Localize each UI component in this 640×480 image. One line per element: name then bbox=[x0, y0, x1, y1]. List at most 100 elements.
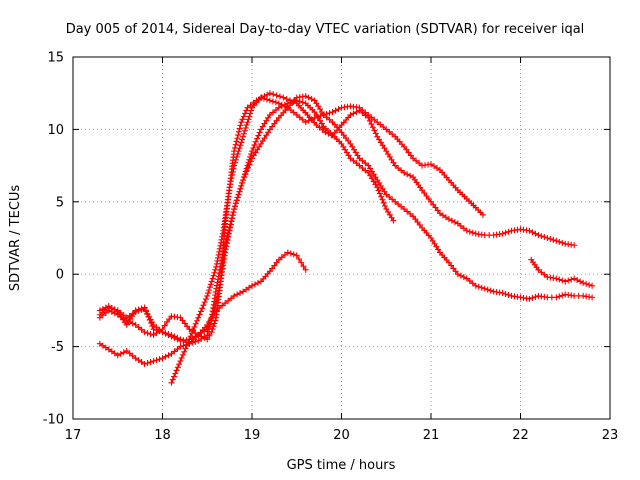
data-point bbox=[260, 95, 267, 102]
data-point bbox=[174, 364, 181, 371]
data-point bbox=[302, 93, 309, 100]
data-point bbox=[380, 199, 387, 206]
data-point bbox=[378, 193, 385, 200]
data-point bbox=[205, 328, 212, 335]
y-tick-label: -10 bbox=[43, 413, 64, 428]
ticks bbox=[72, 56, 611, 420]
data-point bbox=[217, 267, 224, 274]
data-point bbox=[234, 151, 241, 158]
x-tick-label: 23 bbox=[602, 428, 619, 443]
data-point bbox=[206, 284, 213, 291]
data-point bbox=[245, 116, 252, 123]
data-point bbox=[502, 229, 509, 236]
data-point bbox=[305, 94, 312, 101]
data-point bbox=[230, 165, 237, 172]
data-point bbox=[238, 182, 245, 189]
data-point bbox=[205, 290, 212, 297]
data-point bbox=[232, 156, 239, 163]
data-point bbox=[239, 116, 246, 123]
data-point bbox=[177, 358, 184, 365]
data-point bbox=[234, 194, 241, 201]
data-point bbox=[213, 282, 220, 289]
data-point bbox=[559, 292, 566, 299]
data-point bbox=[580, 279, 587, 286]
x-tick-label: 22 bbox=[512, 428, 529, 443]
data-point bbox=[102, 304, 109, 311]
series-line bbox=[99, 97, 484, 340]
data-point bbox=[114, 352, 121, 359]
data-point bbox=[230, 209, 237, 216]
data-point bbox=[553, 237, 560, 244]
data-point bbox=[381, 202, 388, 209]
data-point bbox=[232, 200, 239, 207]
x-tick-label: 17 bbox=[65, 428, 82, 443]
data-point bbox=[222, 239, 229, 246]
data-point bbox=[216, 270, 223, 277]
data-point bbox=[197, 308, 204, 315]
data-point bbox=[589, 282, 596, 289]
data-point bbox=[280, 94, 287, 101]
data-point bbox=[165, 331, 172, 338]
data-point bbox=[156, 328, 163, 335]
data-series bbox=[96, 90, 596, 386]
data-point bbox=[165, 352, 172, 359]
data-point bbox=[141, 360, 148, 367]
data-point bbox=[210, 272, 217, 279]
data-point bbox=[156, 356, 163, 363]
data-point bbox=[475, 283, 482, 290]
data-point bbox=[231, 206, 238, 213]
data-point bbox=[161, 322, 168, 329]
data-point bbox=[153, 327, 160, 334]
data-point bbox=[229, 171, 236, 178]
data-point bbox=[255, 132, 262, 139]
data-point bbox=[204, 292, 211, 299]
data-point bbox=[369, 124, 376, 131]
data-point bbox=[553, 294, 560, 301]
data-point bbox=[574, 276, 581, 283]
data-point bbox=[237, 290, 244, 297]
data-point bbox=[248, 151, 255, 158]
data-point bbox=[183, 339, 190, 346]
data-point bbox=[147, 320, 154, 327]
data-point bbox=[300, 263, 307, 270]
data-point bbox=[142, 307, 149, 314]
data-point bbox=[308, 95, 315, 102]
data-point bbox=[390, 217, 397, 224]
data-point bbox=[244, 119, 251, 126]
data-point bbox=[256, 129, 263, 136]
data-point bbox=[368, 121, 375, 128]
data-point bbox=[526, 295, 533, 302]
data-point bbox=[240, 113, 247, 120]
data-point bbox=[541, 234, 548, 241]
data-point bbox=[240, 130, 247, 137]
data-point bbox=[208, 278, 215, 285]
data-point bbox=[192, 320, 199, 327]
data-point bbox=[478, 284, 485, 291]
data-point bbox=[162, 330, 169, 337]
data-point bbox=[209, 275, 216, 282]
data-point bbox=[182, 345, 189, 352]
data-point bbox=[181, 348, 188, 355]
data-point bbox=[457, 272, 464, 279]
data-point bbox=[250, 145, 257, 152]
data-point bbox=[589, 294, 596, 301]
data-point bbox=[153, 357, 160, 364]
data-point bbox=[202, 296, 209, 303]
data-point bbox=[375, 187, 382, 194]
data-point bbox=[217, 263, 224, 270]
data-point bbox=[586, 281, 593, 288]
data-point bbox=[231, 159, 238, 166]
data-point bbox=[407, 172, 414, 179]
data-point bbox=[206, 287, 213, 294]
data-point bbox=[239, 179, 246, 186]
data-point bbox=[247, 158, 254, 165]
data-point bbox=[236, 188, 243, 195]
data-point bbox=[162, 353, 169, 360]
data-point bbox=[276, 93, 283, 100]
data-point bbox=[302, 266, 309, 273]
data-point bbox=[251, 281, 258, 288]
data-point bbox=[526, 227, 533, 234]
data-point bbox=[233, 138, 240, 145]
data-point bbox=[372, 130, 379, 137]
